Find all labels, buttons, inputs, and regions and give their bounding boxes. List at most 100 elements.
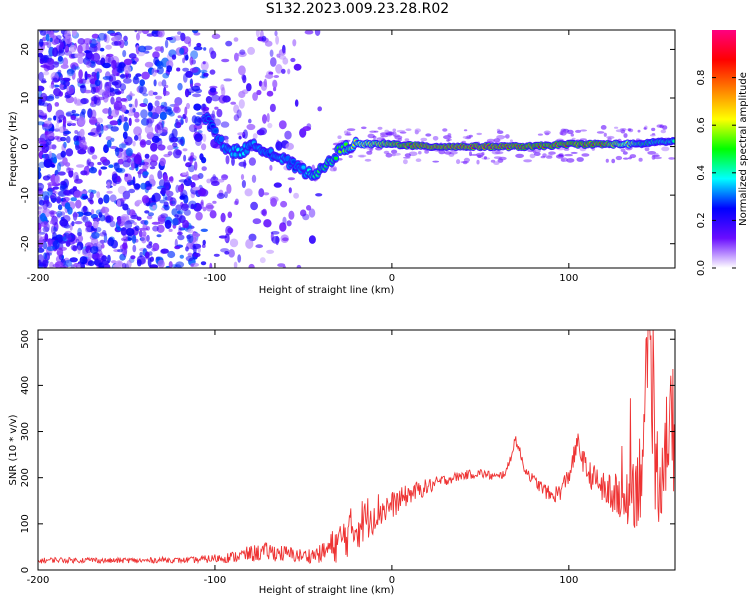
spectrogram-noise-blob (202, 103, 206, 114)
spectrogram-noise-blob (237, 254, 242, 263)
x-tick-label: -200 (27, 575, 50, 586)
spectrogram-halo-blob (392, 131, 397, 137)
spectrogram-noise-blob (288, 210, 295, 220)
spectrogram-noise-blob (280, 200, 288, 208)
spectrogram-noise-blob (66, 136, 71, 144)
spectrogram-noise-blob (122, 131, 128, 140)
spectrogram-noise-blob (269, 164, 273, 171)
spectrogram-noise-blob (38, 247, 45, 253)
spectrogram-noise-blob (120, 152, 126, 161)
ridge-core (219, 137, 224, 141)
spectrogram-noise-blob (272, 79, 278, 88)
spectrogram-noise-blob (142, 165, 149, 170)
spectrogram-noise-blob (38, 187, 43, 191)
spectrogram-noise-blob (150, 154, 159, 163)
spectrogram-noise-blob (248, 263, 255, 268)
spectrogram-noise-blob (43, 252, 48, 260)
spectrogram-noise-blob (149, 264, 158, 268)
spectrogram-noise-blob (66, 122, 72, 127)
spectrogram-halo-blob (603, 132, 607, 137)
spectrogram-noise-blob (252, 133, 258, 140)
spectrogram-halo-blob (364, 158, 372, 162)
spectrogram-noise-blob (193, 103, 202, 111)
spectrogram-noise-blob (142, 230, 147, 237)
y-axis-label: Frequency (Hz) (8, 111, 19, 187)
spectrogram-halo-blob (661, 146, 670, 152)
spectrogram-noise-blob (223, 78, 233, 82)
y-tick-label: 0 (20, 143, 31, 149)
spectrogram-noise-blob (189, 155, 193, 165)
spectrogram-noise-blob (89, 246, 99, 254)
spectrogram-noise-blob (156, 60, 164, 69)
spectrogram-noise-blob (47, 182, 56, 187)
spectrogram-noise-blob (151, 67, 157, 77)
spectrogram-noise-blob (194, 116, 202, 126)
spectrogram-noise-blob (202, 133, 207, 143)
spectrogram-halo-blob (414, 128, 421, 133)
spectrogram-noise-blob (221, 174, 228, 181)
spectrogram-noise-blob (182, 219, 190, 229)
spectrogram-noise-blob (173, 106, 181, 114)
x-tick-label: 100 (559, 273, 578, 284)
spectrogram-noise-blob (97, 161, 102, 166)
spectrogram-noise-blob (179, 195, 185, 200)
spectrogram-noise-blob (200, 228, 208, 232)
spectrogram-noise-blob (315, 193, 323, 197)
spectrogram-noise-blob (233, 37, 239, 42)
spectrogram-noise-blob (85, 226, 91, 233)
spectrogram-noise-blob (74, 117, 79, 122)
spectrogram-noise-blob (83, 38, 92, 45)
spectrogram-noise-blob (225, 155, 230, 165)
spectrogram-halo-blob (420, 137, 428, 142)
spectrogram-noise-blob (81, 108, 86, 115)
ridge-core (233, 153, 238, 157)
spectrogram-noise-blob (109, 220, 116, 228)
spectrogram-noise-blob (78, 69, 83, 80)
spectrogram-noise-blob (123, 121, 129, 132)
spectrogram-noise-blob (246, 83, 252, 92)
spectrogram-noise-blob (155, 95, 163, 100)
spectrogram-halo-blob (493, 156, 502, 160)
spectrogram-noise-blob (57, 162, 61, 172)
spectrogram-noise-blob (60, 79, 66, 86)
spectrogram-noise-blob (120, 98, 128, 102)
spectrogram-noise-blob (248, 157, 256, 166)
spectrogram-noise-blob (124, 173, 128, 177)
spectrogram-noise-blob (111, 59, 117, 70)
spectrogram-noise-blob (225, 40, 233, 47)
spectrogram-noise-blob (196, 42, 202, 48)
spectrogram-noise-blob (42, 102, 49, 107)
spectrogram-noise-blob (96, 241, 101, 247)
spectrogram-halo-blob (466, 135, 472, 139)
spectrogram-noise-blob (38, 239, 45, 246)
spectrogram-noise-blob (164, 219, 172, 229)
spectrogram-noise-blob (133, 154, 142, 165)
spectrogram-noise-blob (56, 196, 62, 204)
spectrogram-noise-blob (244, 188, 253, 197)
spectrogram-noise-blob (131, 61, 137, 65)
spectrogram-noise-blob (258, 188, 265, 198)
spectrogram-noise-blob (261, 35, 267, 42)
spectrogram-noise-blob (90, 109, 97, 119)
spectrogram-halo-blob (644, 147, 650, 152)
spectrogram-noise-blob (46, 39, 52, 49)
spectrogram-noise-blob (202, 239, 206, 246)
spectrogram-halo-blob (405, 128, 412, 131)
spectrogram-noise-blob (54, 174, 61, 185)
spectrogram-noise-blob (151, 135, 160, 143)
spectrogram-noise-blob (282, 237, 289, 242)
x-tick-label: 100 (559, 575, 578, 586)
spectrogram-noise-blob (45, 95, 55, 102)
spectrogram-noise-blob (39, 38, 44, 47)
spectrogram-noise-blob (126, 260, 132, 268)
spectrogram-noise-blob (109, 91, 115, 97)
spectrogram-noise-blob (221, 58, 230, 63)
y-tick-label: 200 (20, 468, 31, 487)
spectrogram-noise-blob (269, 49, 274, 57)
spectrogram-noise-blob (270, 57, 277, 67)
spectrogram-noise-blob (74, 130, 79, 134)
spectrogram-noise-blob (282, 265, 286, 268)
spectrogram-noise-blob (156, 122, 164, 131)
spectrogram-noise-blob (60, 64, 69, 69)
spectrogram-noise-blob (122, 203, 129, 211)
